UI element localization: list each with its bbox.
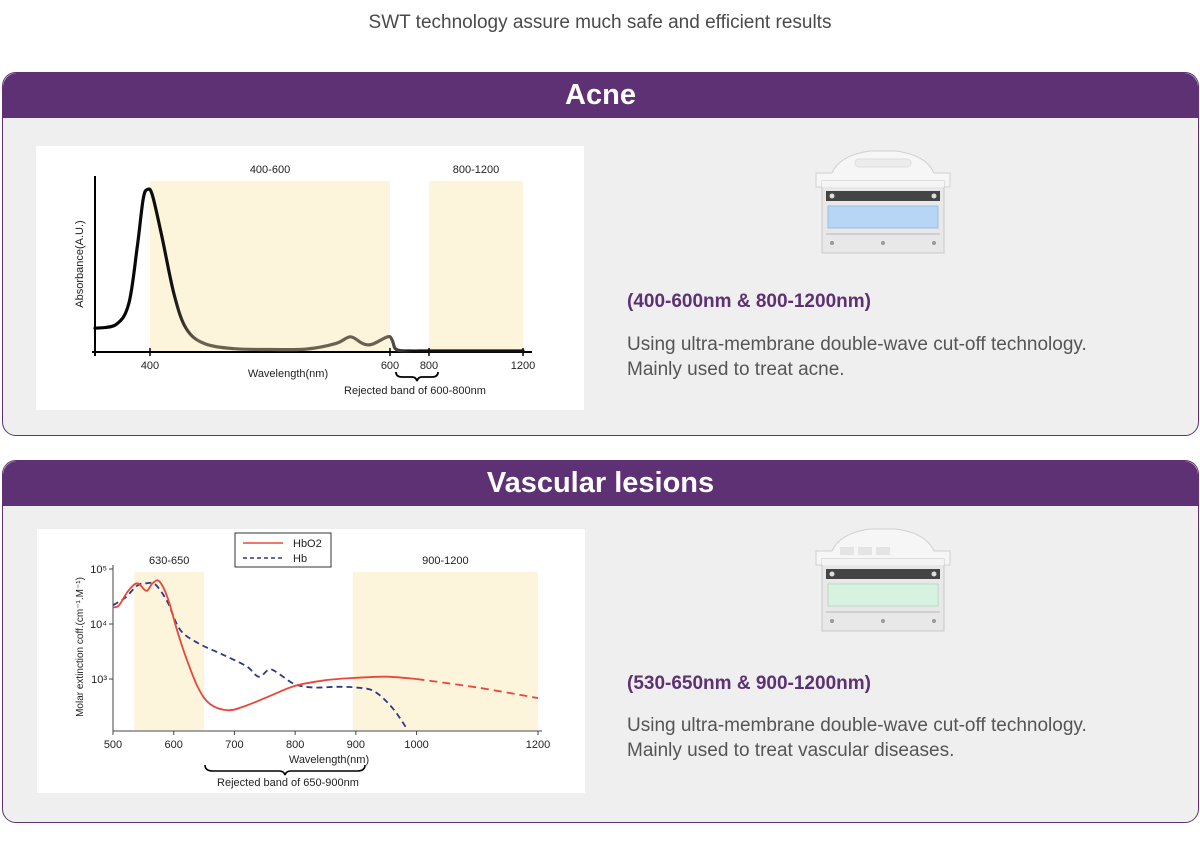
vascular-y-tick-label-0: 10⁵	[90, 564, 107, 576]
acne-desc-line2: Mainly used to treat acne.	[627, 359, 845, 380]
vascular-desc-line1: Using ultra-membrane double-wave cut-off…	[627, 715, 1087, 736]
acne-filter-glass	[827, 205, 939, 229]
acne-x-tick-label-600: 600	[381, 360, 399, 372]
vascular-band-0	[134, 572, 205, 730]
acne-x-tick-label-400: 400	[141, 360, 159, 372]
acne-band-0	[150, 181, 390, 352]
acne-range-label: (400-600nm & 800-1200nm)	[627, 291, 871, 312]
hbo2-curve	[112, 579, 417, 712]
acne-x-tick-label-1200: 1200	[511, 360, 535, 372]
acne-band-label-0: 400-600	[250, 164, 290, 176]
legend-hbo2-label: HbO2	[293, 538, 322, 550]
acne-band-1	[429, 181, 523, 352]
acne-description: Using ultra-membrane double-wave cut-off…	[627, 332, 1087, 382]
vascular-desc-line2: Mainly used to treat vascular diseases.	[627, 740, 955, 761]
acne-filter-device	[815, 150, 951, 254]
acne-panel: Acne 400-600 800-1200 400 600 800 1200 Absor…	[2, 72, 1199, 436]
vascular-legend: HbO2 Hb	[234, 532, 332, 568]
acne-desc-line1: Using ultra-membrane double-wave cut-off…	[627, 334, 1087, 355]
vascular-x-tick-label-500: 500	[104, 739, 122, 751]
vascular-range-label: (530-650nm & 900-1200nm)	[627, 673, 871, 694]
vascular-band-1	[352, 572, 538, 730]
acne-x-tick-label-800: 800	[420, 360, 438, 372]
page-title: SWT technology assure much safe and effi…	[368, 12, 832, 33]
vascular-rejected-annotation: Rejected band of 650-900nm	[217, 777, 359, 789]
vascular-y-tick-label-1: 10⁴	[90, 619, 107, 631]
acne-x-label: Wavelength(nm)	[248, 368, 328, 380]
hbo2-curve-dashed	[416, 678, 539, 699]
hb-curve	[112, 581, 409, 731]
vascular-header: Vascular lesions	[3, 461, 1198, 506]
vascular-x-tick-label-1200: 1200	[526, 739, 550, 751]
acne-chart-svg: 400-600 800-1200 400 600 800 1200 Absorbance…	[74, 164, 535, 397]
acne-chart: 400-600 800-1200 400 600 800 1200 Absorbance…	[36, 146, 584, 410]
acne-rejected-annotation: Rejected band of 600-800nm	[344, 385, 486, 397]
vascular-description: Using ultra-membrane double-wave cut-off…	[627, 713, 1087, 763]
vascular-x-tick-label-700: 700	[225, 739, 243, 751]
absorbance-curve	[93, 187, 525, 353]
acne-y-label: Absorbance(A.U.)	[74, 220, 86, 307]
vascular-rejected-brace	[204, 764, 366, 776]
vascular-band-label-1: 900-1200	[422, 555, 469, 567]
acne-rejected-brace	[395, 371, 439, 382]
vascular-y-tick-label-2: 10³	[91, 674, 107, 686]
legend-hb-label: Hb	[293, 553, 307, 565]
vascular-filter-device	[815, 528, 951, 632]
vascular-x-label: Wavelength(nm)	[289, 754, 369, 766]
vascular-band-label-0: 630-650	[149, 555, 189, 567]
vascular-chart: 630-650 900-1200 500 600 700 800 900 1000 1200 1…	[37, 529, 585, 793]
vascular-chart-svg: 630-650 900-1200 500 600 700 800 900 1000 1200 1…	[75, 532, 550, 789]
vascular-filter-glass	[827, 583, 939, 607]
vascular-y-label: Molar extinction coff.(cm⁻¹.M⁻¹)	[75, 577, 86, 717]
vascular-x-tick-label-600: 600	[165, 739, 183, 751]
vascular-x-tick-label-900: 900	[347, 739, 365, 751]
acne-band-label-1: 800-1200	[453, 164, 500, 176]
vascular-x-tick-label-1000: 1000	[404, 739, 428, 751]
acne-header: Acne	[3, 73, 1198, 118]
vascular-panel: Vascular lesions 630-650 900-1200 500 600 7…	[2, 460, 1199, 823]
vascular-x-tick-label-800: 800	[286, 739, 304, 751]
